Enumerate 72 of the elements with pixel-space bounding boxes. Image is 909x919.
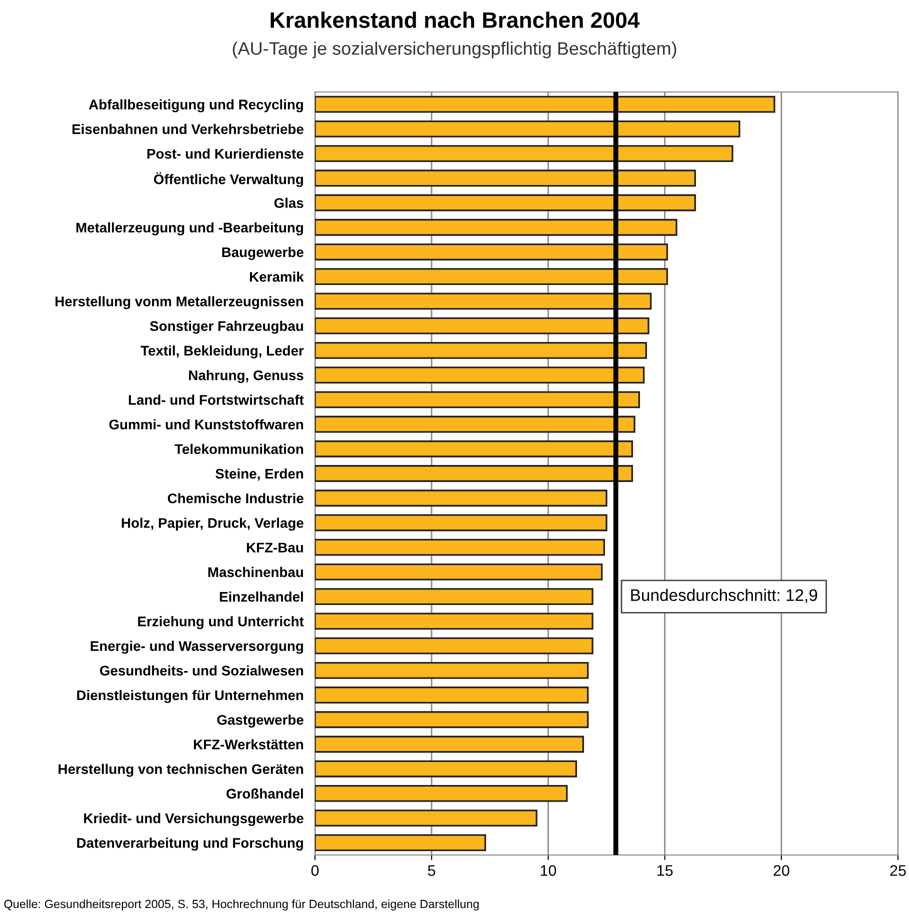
y-tick-label: Kriedit- und Versichungsgewerbe [84, 813, 304, 826]
y-tick-label: Steine, Erden [216, 468, 304, 481]
bar [315, 244, 668, 260]
bar [315, 465, 633, 482]
bar [315, 686, 589, 704]
y-tick-label: Energie- und Wasserversorgung [90, 640, 303, 654]
source-note: Quelle: Gesundheitsreport 2005, S. 53, Hochrechnung für Deutschland, eigene Darstellung [4, 899, 479, 910]
y-tick-label: Einzelhandel [220, 592, 303, 602]
x-tick-label: 15 [657, 865, 673, 876]
y-tick-label: Abfallbeseitigung und Recycling [88, 99, 303, 112]
y-tick-label: Nahrung, Genuss [189, 370, 304, 384]
y-tick-label: Land- und Fortstwirtschaft [128, 394, 304, 405]
ref-line-label: Bundesdurchschnitt: 12,9 [631, 588, 818, 604]
y-tick-label: Glas [274, 198, 304, 208]
bar [315, 170, 696, 187]
bar [315, 612, 594, 630]
x-tick-label: 10 [540, 865, 556, 876]
y-tick-label: Gummi- und Kunststoffwaren [109, 419, 304, 430]
bar [315, 268, 668, 286]
y-tick-label: Datenverarbeitung und Forschung [77, 838, 303, 851]
bar [315, 292, 652, 310]
bar [315, 637, 594, 654]
bar [315, 490, 608, 507]
bar [315, 834, 486, 852]
x-tick-label: 20 [774, 865, 790, 876]
y-tick-label: Textil, Bekleidung, Leder [140, 345, 304, 358]
y-tick-label: Großhandel [226, 788, 303, 799]
bar [315, 760, 578, 778]
x-tick-label: 0 [311, 865, 319, 876]
bar [315, 785, 568, 802]
y-tick-label: Erziehung und Unterricht [138, 616, 304, 630]
y-tick-label: Öffentliche Verwaltung [154, 172, 303, 188]
bar [315, 96, 776, 113]
chart-title: Krankenstand nach Branchen 2004 [270, 12, 640, 28]
y-tick-label: Maschinenbau [208, 566, 303, 578]
x-tick-label: 5 [428, 865, 436, 876]
y-tick-label: Gesundheits- und Sozialwesen [100, 665, 304, 676]
y-tick-label: Eisenbahnen und Verkehrsbetriebe [72, 124, 304, 134]
x-tick-label: 25 [890, 865, 906, 876]
chart-subtitle: (AU-Tage je sozialversicherungspflichtig Beschäftigtem) [232, 42, 676, 58]
y-tick-label: Holz, Papier, Druck, Verlage [122, 518, 304, 531]
bar [315, 218, 678, 236]
bar [315, 711, 589, 728]
y-tick-label: Post- und Kurierdienste [147, 148, 304, 159]
bar [315, 588, 594, 606]
bar [315, 563, 603, 580]
y-tick-label: Dienstleistungen für Unternehmen [77, 690, 304, 703]
y-tick-label: KFZ-Werkstätten [194, 739, 304, 750]
bar [315, 342, 647, 359]
bar [315, 317, 650, 334]
bar [315, 145, 734, 162]
bar [315, 391, 640, 408]
bar [315, 120, 740, 138]
bar [315, 194, 696, 212]
bar [315, 662, 589, 679]
y-tick-label: Gastgewerbe [217, 714, 304, 728]
bar [315, 736, 584, 753]
bar [315, 416, 636, 433]
y-tick-label: Herstellung von technischen Geräten [58, 764, 304, 777]
bar [315, 538, 606, 556]
y-tick-label: Metallerzeugung und -Bearbeitung [76, 222, 303, 236]
y-tick-label: Telekommunikation [174, 444, 304, 454]
bar [315, 440, 633, 458]
bar [315, 514, 608, 532]
y-tick-label: Keramik [250, 272, 304, 282]
y-tick-label: Herstellung vonm Metallerzeugnissen [56, 296, 304, 310]
y-tick-label: Chemische Industrie [168, 493, 304, 504]
bar [315, 810, 538, 827]
y-tick-label: Baugewerbe [222, 246, 304, 260]
y-tick-label: KFZ-Bau [246, 542, 303, 553]
bar [315, 366, 645, 384]
y-tick-label: Sonstiger Fahrzeugbau [150, 320, 303, 334]
